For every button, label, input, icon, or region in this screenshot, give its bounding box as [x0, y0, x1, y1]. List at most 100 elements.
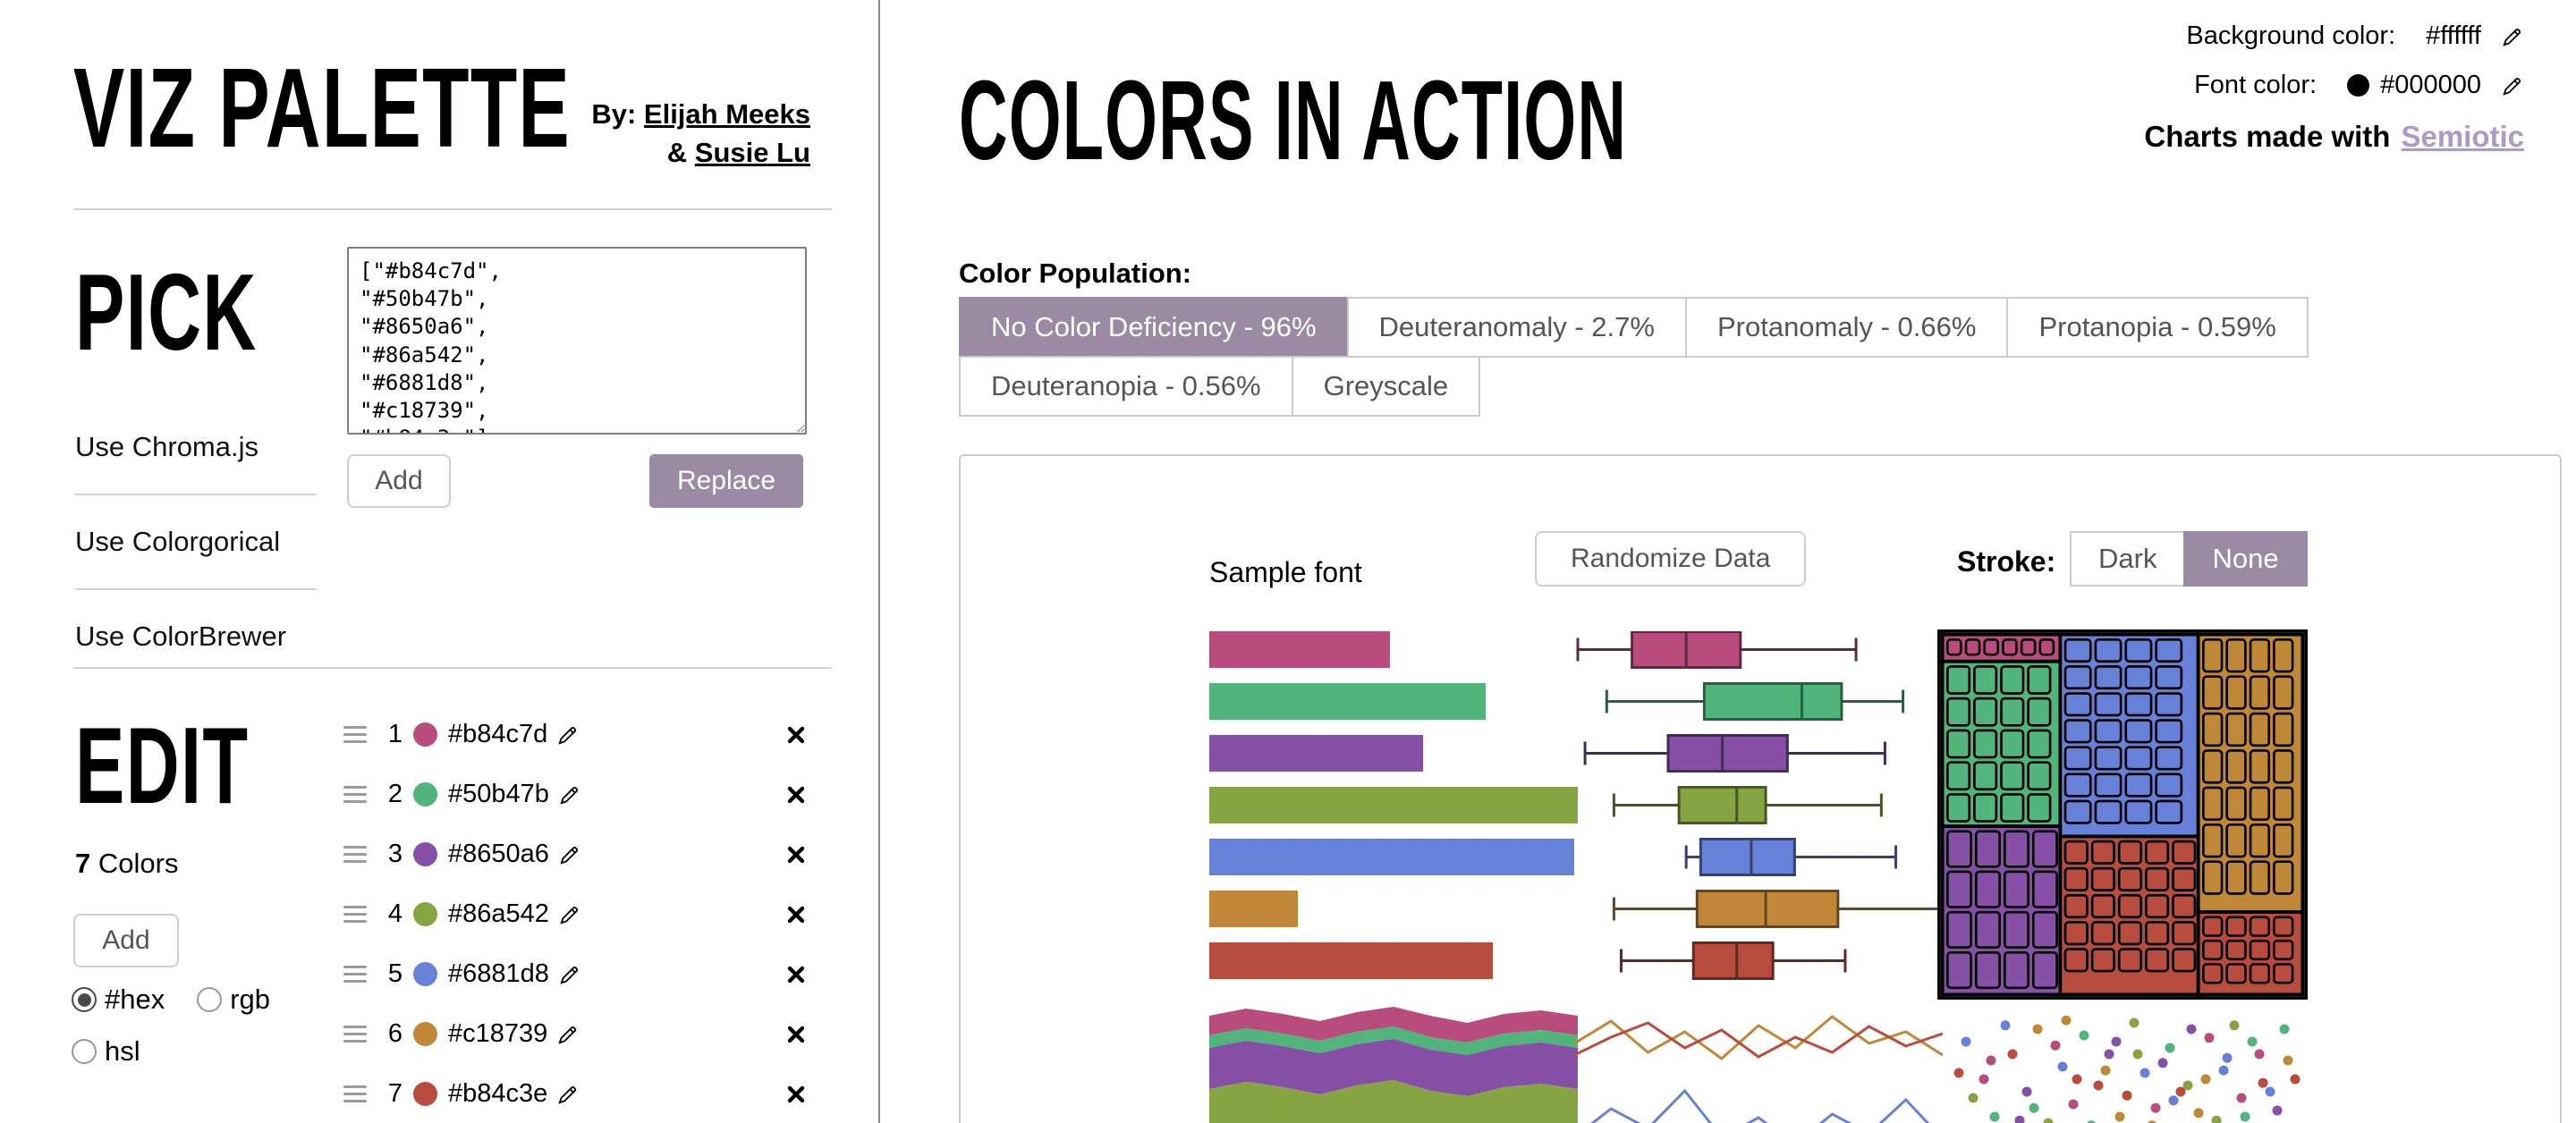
treemap-chart — [1937, 629, 2308, 1000]
color-swatch — [413, 1082, 437, 1106]
color-hex: #b84c3e — [448, 1079, 548, 1108]
byline-ampersand: & — [666, 137, 695, 169]
color-swatch — [413, 782, 437, 806]
page-color-settings: Background color: #ffffff Font color: #0… — [2144, 21, 2524, 173]
edit-color-icon[interactable] — [558, 963, 581, 986]
population-tab-protanomaly[interactable]: Protanomaly - 0.66% — [1684, 297, 2009, 358]
bar-chart — [1209, 631, 1578, 979]
population-tab-no[interactable]: No Color Deficiency - 96% — [959, 297, 1349, 358]
color-index: 5 — [387, 959, 402, 988]
background-color-label: Background color: — [2186, 21, 2396, 50]
color-list: 1 #b84c7d 2 #50b47b 3 #8650a6 4 #86a542 5 #6881d8… — [343, 705, 807, 1123]
background-color-value: #ffffff — [2426, 21, 2481, 50]
radio-hsl[interactable]: hsl — [72, 1035, 140, 1068]
colors-count: 7 Colors — [75, 848, 178, 880]
radio-rgb[interactable]: rgb — [197, 984, 270, 1016]
population-tab-protanopia[interactable]: Protanopia - 0.59% — [2006, 297, 2309, 358]
remove-color-icon[interactable] — [785, 724, 807, 746]
author-link-susie-lu[interactable]: Susie Lu — [694, 137, 810, 169]
byline-prefix: By: — [591, 98, 644, 130]
radio-label: #hex — [105, 984, 165, 1015]
stroke-option-none[interactable]: None — [2183, 531, 2308, 587]
edit-color-icon[interactable] — [556, 1023, 580, 1046]
font-color-swatch — [2347, 74, 2370, 97]
colors-in-action-heading: COLORS IN ACTION — [959, 57, 1628, 183]
color-row: 7 #b84c3e — [343, 1064, 807, 1123]
palette-input[interactable]: ["#b84c7d", "#50b47b", "#8650a6", "#86a5… — [347, 247, 807, 435]
pick-add-button[interactable]: Add — [347, 454, 451, 508]
edit-font-color-icon[interactable] — [2501, 74, 2524, 97]
drag-handle-icon[interactable] — [343, 845, 367, 864]
semiotic-link[interactable]: Semiotic — [2401, 120, 2524, 153]
edit-color-icon[interactable] — [558, 783, 581, 806]
edit-color-icon[interactable] — [556, 723, 580, 747]
edit-color-icon[interactable] — [556, 1083, 580, 1106]
use-link-use-colorbrewer[interactable]: Use ColorBrewer — [75, 621, 287, 652]
colors-count-number: 7 — [75, 848, 91, 879]
drag-handle-icon[interactable] — [343, 785, 367, 804]
edit-heading: EDIT — [75, 705, 250, 826]
app-title: VIZ PALETTE — [73, 45, 572, 171]
color-index: 1 — [387, 720, 402, 748]
use-link-use-colorgorical[interactable]: Use Colorgorical — [75, 495, 317, 590]
remove-color-icon[interactable] — [785, 1084, 807, 1105]
color-hex: #86a542 — [448, 899, 549, 928]
remove-color-icon[interactable] — [785, 1024, 807, 1045]
population-tabs: No Color Deficiency - 96% Deuteranomaly -… — [959, 297, 2372, 417]
color-swatch — [413, 842, 437, 866]
remove-color-icon[interactable] — [785, 784, 807, 806]
population-tab-deuteranomaly[interactable]: Deuteranomaly - 2.7% — [1346, 297, 1687, 358]
color-hex: #8650a6 — [448, 840, 549, 868]
color-population-label: Color Population: — [959, 258, 1192, 289]
color-index: 2 — [387, 780, 402, 808]
drag-handle-icon[interactable] — [343, 965, 367, 984]
line-chart — [1574, 1015, 1943, 1123]
population-tab-greyscale[interactable]: Greyscale — [1291, 356, 1481, 417]
color-row: 5 #6881d8 — [343, 944, 807, 1004]
edit-background-color-icon[interactable] — [2501, 25, 2524, 48]
drag-handle-icon[interactable] — [343, 905, 367, 924]
author-link-elijah-meeks[interactable]: Elijah Meeks — [643, 98, 810, 130]
stroke-label: Stroke: — [1957, 545, 2056, 578]
replace-button[interactable]: Replace — [649, 454, 803, 508]
color-swatch — [413, 722, 437, 747]
drag-handle-icon[interactable] — [343, 1025, 367, 1043]
credits-row: Charts made with Semiotic — [2144, 120, 2524, 154]
divider — [73, 667, 832, 669]
color-swatch — [413, 902, 437, 926]
use-link-use-chroma-js[interactable]: Use Chroma.js — [75, 401, 317, 495]
color-row: 1 #b84c7d — [343, 705, 807, 764]
color-format-radios: #hex rgb hsl — [72, 984, 322, 1068]
palette-source-links: Use Chroma.js Use Colorgorical Use ColorBr… — [75, 401, 317, 683]
population-tab-deuteranopia[interactable]: Deuteranopia - 0.56% — [959, 356, 1293, 417]
font-color-value: #000000 — [2380, 71, 2481, 99]
remove-color-icon[interactable] — [785, 844, 807, 865]
color-row: 3 #8650a6 — [343, 824, 807, 884]
color-row: 4 #86a542 — [343, 884, 807, 944]
radio-hex[interactable]: #hex — [72, 984, 165, 1016]
edit-add-button[interactable]: Add — [73, 914, 179, 967]
stroke-option-dark[interactable]: Dark — [2070, 531, 2186, 587]
boxplot-chart — [1576, 631, 1941, 980]
drag-handle-icon[interactable] — [343, 1085, 367, 1103]
sidebar: VIZ PALETTE By: Elijah Meeks & Susie Lu … — [0, 0, 880, 1123]
drag-handle-icon[interactable] — [343, 725, 367, 744]
charts-made-with-text: Charts made with — [2144, 120, 2391, 153]
radio-circle-icon — [72, 987, 97, 1012]
stroke-toggle: Dark None — [2070, 531, 2308, 587]
radio-label: hsl — [105, 1035, 140, 1067]
color-index: 4 — [387, 899, 402, 928]
color-hex: #50b47b — [448, 780, 549, 808]
edit-color-icon[interactable] — [558, 843, 581, 866]
color-index: 7 — [387, 1079, 402, 1108]
remove-color-icon[interactable] — [785, 904, 807, 925]
randomize-data-button[interactable]: Randomize Data — [1535, 531, 1807, 587]
radio-circle-icon — [197, 987, 223, 1012]
edit-color-icon[interactable] — [558, 903, 581, 926]
radio-label: rgb — [230, 984, 271, 1015]
remove-color-icon[interactable] — [785, 964, 807, 985]
color-index: 6 — [387, 1019, 402, 1048]
scatter-chart — [1953, 1015, 2301, 1123]
byline: By: Elijah Meeks & Susie Lu — [591, 95, 810, 173]
